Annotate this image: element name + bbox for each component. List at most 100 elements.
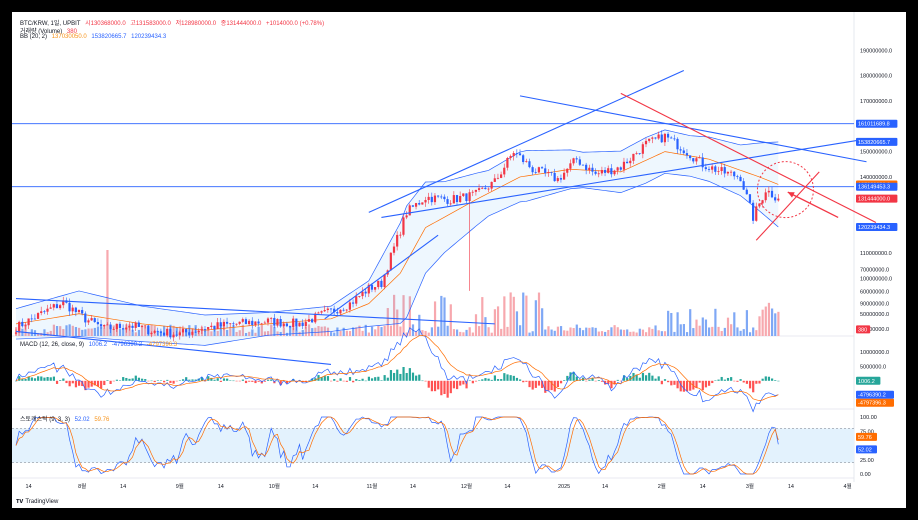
volume-bar xyxy=(496,306,500,336)
macd-histogram-bar xyxy=(109,380,112,384)
volume-bar xyxy=(679,324,682,336)
macd-histogram-bar xyxy=(141,378,144,381)
volume-bar xyxy=(481,297,484,336)
volume-bar xyxy=(651,328,654,336)
candle-body xyxy=(430,196,433,203)
macd-histogram-bar xyxy=(367,376,370,381)
tradingview-logo[interactable]: ᴛᴠ TradingView xyxy=(16,498,58,505)
candle-body xyxy=(18,321,21,333)
macd-label[interactable]: MACD (12, 26, close, 9) xyxy=(20,342,85,348)
candle-body xyxy=(43,311,46,313)
candle-body xyxy=(512,153,515,157)
volume-bar xyxy=(622,329,626,336)
candle-body xyxy=(660,134,663,143)
volume-bar xyxy=(739,330,742,336)
volume-bar xyxy=(695,319,698,336)
symbol-label[interactable]: BTC/KRW, 1일, UPBIT xyxy=(20,21,81,27)
volume-bar xyxy=(59,326,62,336)
volume-bar xyxy=(84,329,87,336)
volume-bar xyxy=(24,324,27,336)
candle-body xyxy=(638,153,641,155)
candle-body xyxy=(748,194,752,203)
volume-bar xyxy=(541,308,544,336)
time-tick-label: 2025 xyxy=(558,484,570,490)
candle-body xyxy=(481,187,484,189)
macd-histogram-bar xyxy=(437,380,440,390)
volume-bar xyxy=(597,331,600,336)
volume-bar xyxy=(670,312,673,336)
macd-histogram-bar xyxy=(421,380,424,382)
macd-histogram-bar xyxy=(629,375,632,381)
volume-bar xyxy=(663,331,667,336)
candle-body xyxy=(232,323,235,325)
candle-body xyxy=(292,318,295,328)
macd-histogram-bar xyxy=(645,375,648,381)
bb-label[interactable]: BB (20, 2) xyxy=(20,34,48,40)
candle-body xyxy=(515,153,518,154)
macd-histogram-bar xyxy=(701,380,704,391)
volume-bar xyxy=(46,332,49,336)
candle-body xyxy=(355,296,358,304)
candle-body xyxy=(518,153,522,156)
candle-body xyxy=(540,167,544,169)
macd-histogram-bar xyxy=(207,376,210,381)
macd-histogram-bar xyxy=(563,380,566,381)
macd-histogram-bar xyxy=(698,380,701,383)
volume-bar xyxy=(474,314,478,336)
candle-body xyxy=(298,322,301,327)
candle-body xyxy=(496,177,500,179)
candle-body xyxy=(77,310,81,313)
macd-histogram-bar xyxy=(21,379,24,381)
macd-histogram-bar xyxy=(440,380,443,396)
candle-body xyxy=(333,308,336,313)
volume-label[interactable]: 거래량 (Volume) xyxy=(20,29,63,35)
macd-histogram-bar xyxy=(528,380,531,388)
macd-histogram-bar xyxy=(496,379,500,381)
candle-body xyxy=(339,309,342,314)
bb-basis-value: 137030050.0 xyxy=(51,34,87,40)
volume-bar xyxy=(648,327,651,336)
macd-histogram-bar xyxy=(232,380,235,382)
macd-histogram-bar xyxy=(767,376,771,381)
macd-histogram-bar xyxy=(241,379,244,381)
macd-histogram-bar xyxy=(730,377,733,381)
candle-body xyxy=(128,325,131,328)
volume-bar xyxy=(81,329,84,336)
volume-bar xyxy=(235,331,238,336)
macd-histogram-bar xyxy=(144,379,147,381)
stoch-label[interactable]: 스토캐스틱 (9, 3, 3) xyxy=(20,417,70,423)
volume-bar xyxy=(418,314,421,336)
macd-histogram-bar xyxy=(607,380,610,385)
time-tick-label: 3월 xyxy=(746,482,754,490)
macd-histogram-bar xyxy=(238,380,241,382)
macd-histogram-bar xyxy=(200,377,204,381)
candle-body xyxy=(71,307,74,312)
volume-bar xyxy=(270,324,273,336)
tradingview-brand: TradingView xyxy=(25,498,59,505)
candle-body xyxy=(203,329,207,330)
volume-bar xyxy=(87,328,90,336)
macd-histogram-bar xyxy=(761,378,764,381)
volume-bar xyxy=(515,311,519,336)
volume-bar xyxy=(771,308,774,336)
volume-bar xyxy=(364,324,367,336)
candle-body xyxy=(178,332,181,336)
volume-bar xyxy=(314,327,317,336)
price-badge-label: 380 xyxy=(858,327,867,333)
volume-bar xyxy=(134,332,137,336)
candle-body xyxy=(295,318,298,327)
candle-body xyxy=(254,321,257,325)
candle-body xyxy=(96,322,99,325)
candle-body xyxy=(147,325,150,335)
macd-histogram-bar xyxy=(626,378,629,381)
macd-histogram-bar xyxy=(159,380,163,381)
macd-histogram-bar xyxy=(15,380,18,382)
volume-bar xyxy=(62,329,65,336)
candle-body xyxy=(717,171,720,172)
macd-histogram-bar xyxy=(704,380,708,388)
chart-canvas[interactable]: 190000000.0 180000000.0 170000000.0 1500000… xyxy=(12,12,906,508)
candle-body xyxy=(774,197,777,201)
candle-body xyxy=(260,323,263,325)
macd-histogram-bar xyxy=(493,375,496,381)
macd-histogram-bar xyxy=(685,380,689,392)
